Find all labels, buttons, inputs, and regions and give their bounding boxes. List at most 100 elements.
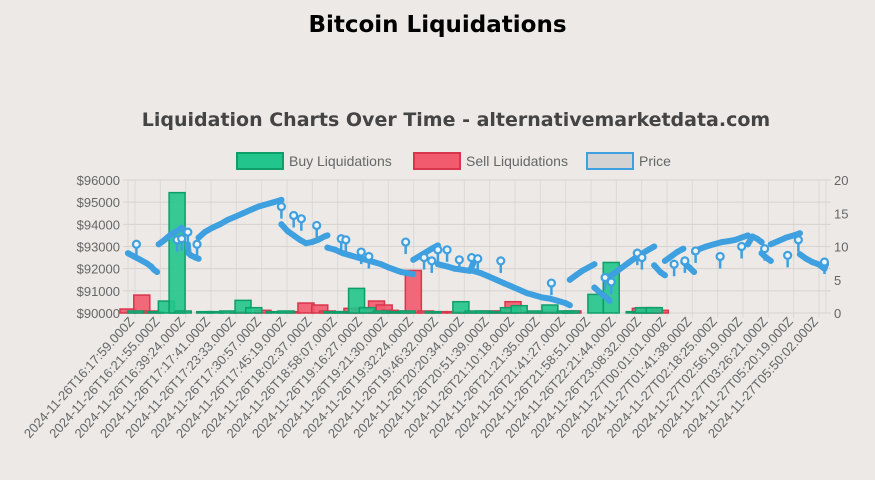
price-point (201, 229, 208, 236)
price-spike-point (442, 245, 452, 255)
price-spike-point (454, 255, 464, 265)
chart-legend[interactable]: Buy Liquidations Sell Liquidations Price (236, 152, 671, 170)
buy-liquidation-bar (126, 310, 145, 314)
y-right-tick-label: 0 (834, 306, 841, 321)
legend-item-buy-liquidations[interactable]: Buy Liquidations (236, 152, 392, 170)
y-left-tick-label: $93000 (77, 240, 120, 255)
price-spike-point (433, 245, 443, 255)
price-spike-point (496, 256, 506, 266)
price-spike-point (192, 239, 202, 249)
price-spike-point (819, 257, 830, 267)
price-point (178, 224, 185, 231)
price-point (187, 252, 194, 259)
legend-label: Buy Liquidations (289, 153, 392, 169)
price-point (232, 213, 239, 220)
y-axis-right: 0 5 10 15 20 (834, 173, 848, 321)
price-point (809, 259, 816, 265)
price-point (347, 252, 354, 259)
price-point (775, 238, 782, 244)
legend-item-sell-liquidations[interactable]: Sell Liquidations (413, 152, 568, 170)
buy-liquidation-bar (645, 306, 663, 314)
price-point (195, 255, 202, 262)
y-left-tick-label: $92000 (77, 262, 120, 277)
price-point (783, 234, 790, 241)
price-point (125, 250, 131, 257)
price-point (451, 265, 458, 272)
price-point (174, 228, 181, 234)
price-point (554, 297, 561, 304)
price-spike-point (737, 241, 747, 252)
price-point (195, 234, 202, 241)
price-spike-point (276, 202, 287, 212)
price-spike-point (419, 252, 429, 263)
price-point (718, 239, 725, 246)
price-point (240, 210, 247, 217)
price-point (767, 241, 774, 248)
price-spike-point (760, 244, 770, 254)
price-point (485, 273, 492, 280)
price-point (284, 228, 291, 234)
price-point (686, 264, 693, 271)
price-point (674, 249, 681, 255)
y-left-tick-label: $96000 (77, 173, 120, 188)
price-point (803, 255, 810, 262)
legend-swatch (586, 152, 634, 170)
price-point (168, 231, 174, 238)
price-point (703, 243, 710, 250)
price-spike-point (183, 227, 193, 237)
price-point (255, 203, 262, 210)
buy-liquidation-bar (332, 310, 350, 314)
price-point (796, 251, 803, 258)
buy-liquidation-bar (245, 306, 263, 314)
price-point (566, 276, 573, 283)
buy-liquidation-bar (174, 310, 192, 314)
price-point (339, 250, 346, 257)
price-spike-point (680, 256, 690, 266)
price-point (263, 201, 270, 208)
chart-title: Liquidation Charts Over Time - alternati… (142, 109, 770, 131)
price-point (744, 241, 751, 248)
price-spike-point (131, 239, 142, 249)
price-point (651, 262, 658, 269)
price-point (566, 302, 573, 309)
price-spike-point (177, 234, 187, 244)
price-point (315, 236, 322, 243)
price-spike-point (473, 254, 483, 264)
price-point (155, 241, 162, 248)
price-point (217, 221, 223, 228)
price-point (546, 295, 553, 302)
price-point (370, 259, 377, 265)
price-point (732, 236, 739, 243)
price-point (758, 239, 765, 246)
price-point (508, 283, 515, 290)
y-left-tick-label: $90000 (77, 306, 120, 321)
price-point (404, 270, 411, 277)
price-point (691, 269, 698, 275)
price-spike-point (669, 259, 679, 269)
price-point (385, 264, 392, 271)
price-point (428, 245, 435, 252)
price-point (410, 256, 417, 263)
price-point (278, 221, 285, 228)
buy-liquidation-bar (562, 310, 581, 314)
price-point (278, 196, 285, 203)
price-point (444, 263, 451, 270)
price-point (767, 257, 774, 264)
price-spike-point (691, 246, 701, 256)
price-point (661, 272, 668, 279)
price-point (493, 276, 500, 283)
price-point (585, 264, 592, 271)
price-point (726, 238, 733, 244)
price-point (657, 269, 664, 275)
y-axis-left: $90000 $91000 $92000 $93000 $94000 $95000 $960… (77, 173, 120, 321)
y-left-tick-label: $91000 (77, 284, 120, 299)
legend-item-price[interactable]: Price (586, 152, 671, 170)
legend-swatch (236, 152, 284, 170)
buy-liquidation-bar (347, 287, 366, 314)
price-line-segment (661, 245, 687, 264)
price-point (143, 260, 150, 267)
price-point (668, 253, 675, 260)
chart-grid (123, 179, 831, 318)
price-spike-point (341, 235, 351, 245)
